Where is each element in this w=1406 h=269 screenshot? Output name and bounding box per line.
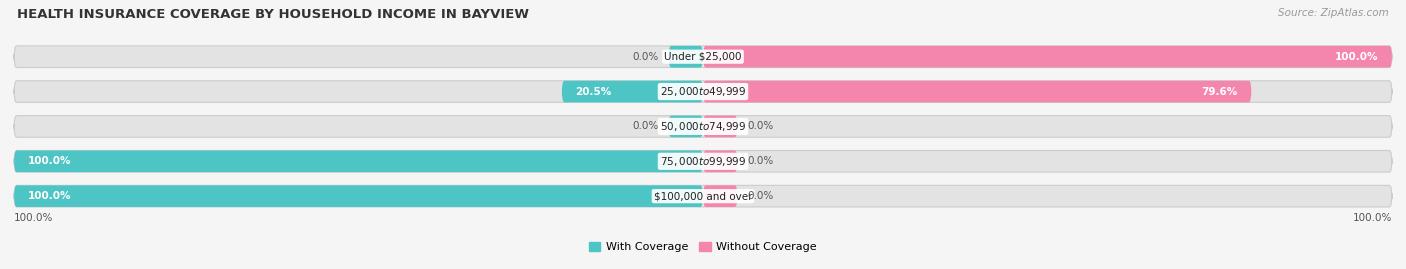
Text: 20.5%: 20.5%	[575, 87, 612, 97]
Text: 100.0%: 100.0%	[1334, 52, 1378, 62]
Text: $50,000 to $74,999: $50,000 to $74,999	[659, 120, 747, 133]
FancyBboxPatch shape	[703, 46, 1392, 68]
Text: 100.0%: 100.0%	[28, 156, 72, 166]
FancyBboxPatch shape	[14, 150, 1392, 172]
FancyBboxPatch shape	[14, 185, 703, 207]
FancyBboxPatch shape	[14, 150, 703, 172]
Text: Source: ZipAtlas.com: Source: ZipAtlas.com	[1278, 8, 1389, 18]
FancyBboxPatch shape	[669, 116, 703, 137]
Text: $100,000 and over: $100,000 and over	[654, 191, 752, 201]
Text: 0.0%: 0.0%	[748, 156, 775, 166]
Text: Under $25,000: Under $25,000	[664, 52, 742, 62]
Text: 0.0%: 0.0%	[748, 191, 775, 201]
Text: 79.6%: 79.6%	[1201, 87, 1237, 97]
Text: 0.0%: 0.0%	[748, 121, 775, 132]
FancyBboxPatch shape	[703, 116, 738, 137]
Legend: With Coverage, Without Coverage: With Coverage, Without Coverage	[585, 237, 821, 256]
FancyBboxPatch shape	[703, 81, 1251, 102]
FancyBboxPatch shape	[703, 150, 738, 172]
Text: HEALTH INSURANCE COVERAGE BY HOUSEHOLD INCOME IN BAYVIEW: HEALTH INSURANCE COVERAGE BY HOUSEHOLD I…	[17, 8, 529, 21]
FancyBboxPatch shape	[14, 116, 1392, 137]
FancyBboxPatch shape	[14, 185, 1392, 207]
Text: $75,000 to $99,999: $75,000 to $99,999	[659, 155, 747, 168]
Text: 100.0%: 100.0%	[1353, 213, 1392, 223]
FancyBboxPatch shape	[14, 81, 1392, 102]
Text: 0.0%: 0.0%	[631, 52, 658, 62]
FancyBboxPatch shape	[703, 185, 738, 207]
Text: $25,000 to $49,999: $25,000 to $49,999	[659, 85, 747, 98]
FancyBboxPatch shape	[669, 46, 703, 68]
Text: 100.0%: 100.0%	[28, 191, 72, 201]
Text: 0.0%: 0.0%	[631, 121, 658, 132]
FancyBboxPatch shape	[562, 81, 703, 102]
FancyBboxPatch shape	[14, 46, 1392, 68]
Text: 100.0%: 100.0%	[14, 213, 53, 223]
